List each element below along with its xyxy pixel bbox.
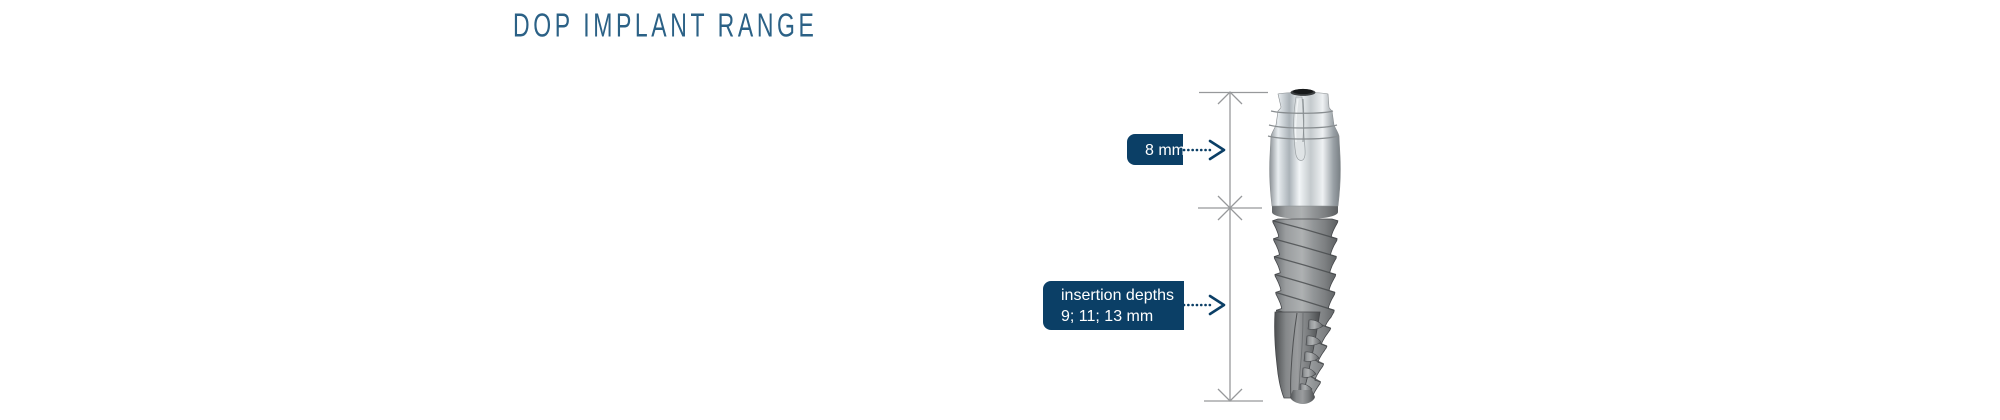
svg-text:9; 11; 13 mm: 9; 11; 13 mm	[1061, 308, 1153, 325]
svg-text:8 mm: 8 mm	[1145, 142, 1185, 159]
svg-text:insertion depths: insertion depths	[1061, 287, 1174, 304]
